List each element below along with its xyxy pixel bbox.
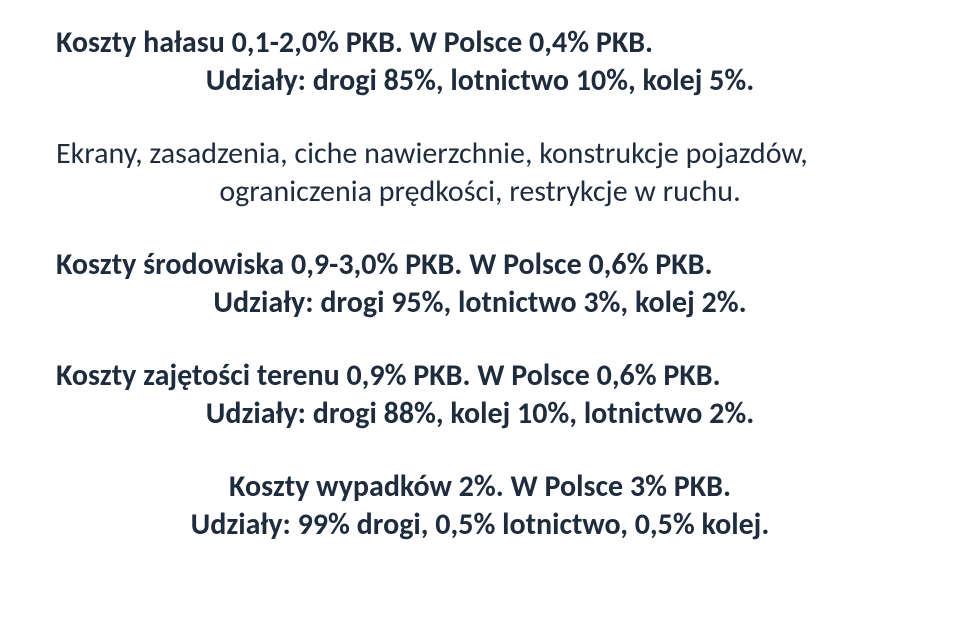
text-line: Udziały: 99% drogi, 0,5% lotnictwo, 0,5%… <box>56 506 904 544</box>
text-line: Udziały: drogi 95%, lotnictwo 3%, kolej … <box>56 284 904 322</box>
paragraph-measures: Ekrany, zasadzenia, ciche nawierzchnie, … <box>56 135 904 210</box>
paragraph-environment-costs: Koszty środowiska 0,9-3,0% PKB. W Polsce… <box>56 246 904 321</box>
text-line: Udziały: drogi 88%, kolej 10%, lotnictwo… <box>56 395 904 433</box>
document-page: Koszty hałasu 0,1-2,0% PKB. W Polsce 0,4… <box>0 0 960 636</box>
text-line: ograniczenia prędkości, restrykcje w ruc… <box>56 173 904 211</box>
text-line: Koszty zajętości terenu 0,9% PKB. W Pols… <box>56 357 904 395</box>
text-line: Ekrany, zasadzenia, ciche nawierzchnie, … <box>56 135 904 173</box>
paragraph-land-costs: Koszty zajętości terenu 0,9% PKB. W Pols… <box>56 357 904 432</box>
text-line: Udziały: drogi 85%, lotnictwo 10%, kolej… <box>56 62 904 100</box>
text-line: Koszty środowiska 0,9-3,0% PKB. W Polsce… <box>56 246 904 284</box>
paragraph-noise-costs: Koszty hałasu 0,1-2,0% PKB. W Polsce 0,4… <box>56 24 904 99</box>
paragraph-accident-costs: Koszty wypadków 2%. W Polsce 3% PKB. Udz… <box>56 468 904 543</box>
text-line: Koszty hałasu 0,1-2,0% PKB. W Polsce 0,4… <box>56 24 904 62</box>
text-line: Koszty wypadków 2%. W Polsce 3% PKB. <box>56 468 904 506</box>
